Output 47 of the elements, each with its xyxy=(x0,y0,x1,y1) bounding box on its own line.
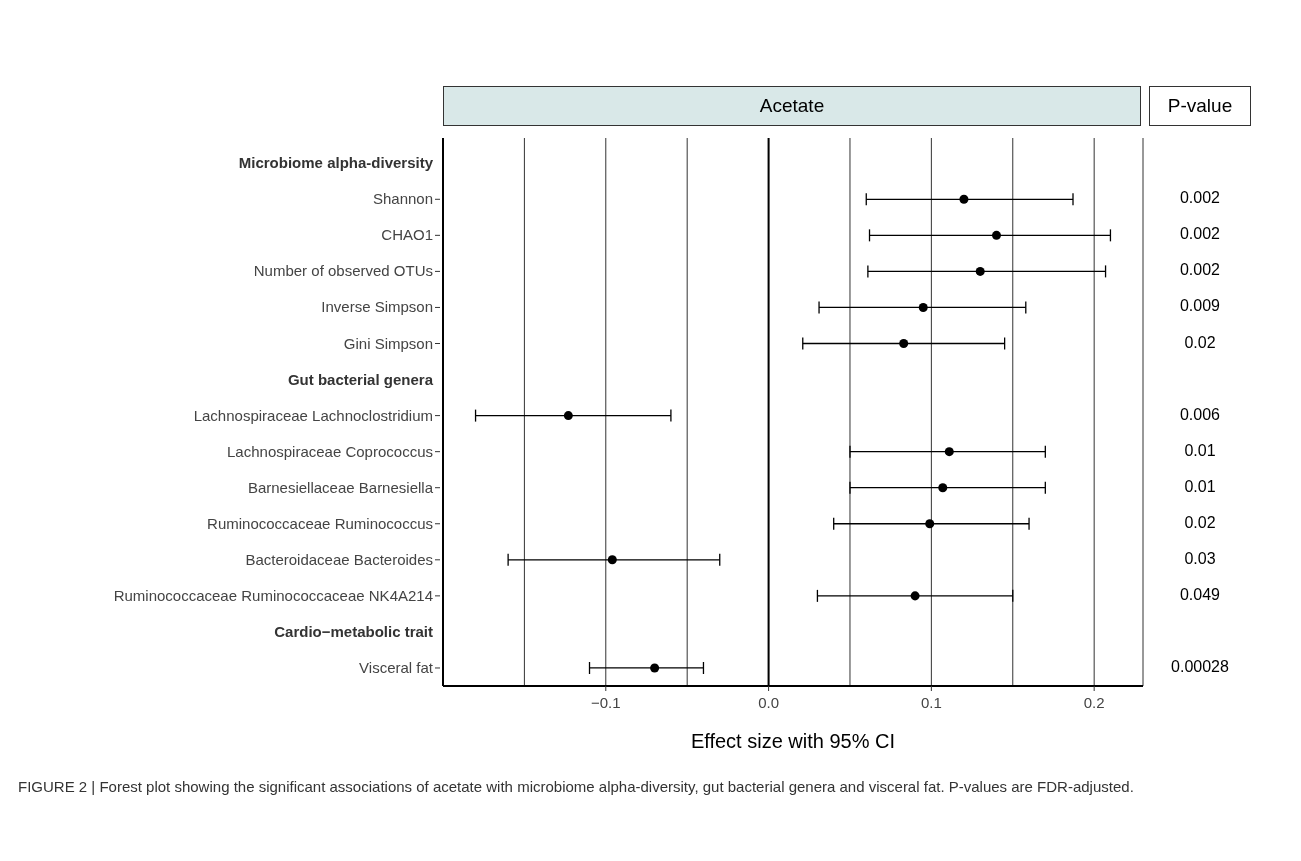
point xyxy=(607,555,617,565)
point xyxy=(959,194,969,204)
text: 0.01 xyxy=(1183,477,1217,496)
text: 0.02 xyxy=(1183,513,1217,532)
y-tick-label: Lachnospiraceae Lachnoclostridium xyxy=(193,406,433,424)
point xyxy=(938,483,948,493)
point xyxy=(944,447,954,457)
chart-title: Acetate xyxy=(443,86,1141,126)
text: 0.002 xyxy=(1178,189,1221,208)
text: 0.009 xyxy=(1178,297,1221,316)
x-tick-label: 0.2 xyxy=(1083,694,1105,711)
y-tick-label: Ruminococcaceae Ruminococcaceae NK4A214 xyxy=(113,586,433,604)
y-tick-label: Cardio−metabolic trait xyxy=(274,622,433,640)
text: P-value xyxy=(1149,86,1251,126)
point xyxy=(975,266,985,276)
y-tick-label: Bacteroidaceae Bacteroides xyxy=(245,550,433,568)
y-tick-label: Lachnospiraceae Coprococcus xyxy=(227,442,433,460)
point xyxy=(991,230,1001,240)
y-tick-label: Ruminococcaceae Ruminococcus xyxy=(207,514,433,532)
x-axis-title: Effect size with 95% CI xyxy=(690,730,896,752)
y-tick-label: Barnesiellaceae Barnesiella xyxy=(247,478,434,496)
y-tick-label: CHAO1 xyxy=(381,226,433,244)
point xyxy=(650,663,660,673)
x-tick-label: −0.1 xyxy=(590,694,621,711)
text: 0.006 xyxy=(1178,405,1221,424)
text: 0.049 xyxy=(1178,585,1221,604)
y-tick-label: Shannon xyxy=(372,190,433,208)
point xyxy=(925,519,935,529)
y-tick-label: Number of observed OTUs xyxy=(253,262,433,280)
x-tick-label: 0.0 xyxy=(758,694,780,711)
text: 0.01 xyxy=(1183,441,1217,460)
text: 0.02 xyxy=(1183,333,1217,352)
point xyxy=(899,338,909,349)
y-tick-label: Inverse Simpson xyxy=(321,298,433,316)
point xyxy=(918,302,928,312)
point xyxy=(910,591,920,601)
text: 0.002 xyxy=(1178,225,1221,244)
y-tick-label: Visceral fat xyxy=(359,658,434,676)
text: 0.03 xyxy=(1183,549,1217,568)
caption: FIGURE 2 | Forest plot showing the significant associations of acetate with microbiome alpha-diversity, gut bacterial genera and visceral fat. P-values are FDR-adjusted. xyxy=(18,778,1135,795)
point xyxy=(563,411,573,421)
text: 0.002 xyxy=(1178,261,1221,280)
text: 0.00028 xyxy=(1170,657,1230,676)
y-tick-label: Microbiome alpha-diversity xyxy=(238,154,434,172)
x-tick-label: 0.1 xyxy=(920,694,942,711)
y-tick-label: Gini Simpson xyxy=(343,334,433,352)
y-tick-label: Gut bacterial genera xyxy=(287,370,434,388)
